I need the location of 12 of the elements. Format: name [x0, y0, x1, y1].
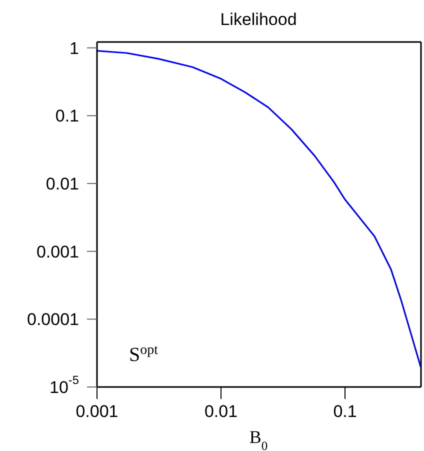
chart-title: Likelihood	[220, 10, 297, 29]
y-tick-label: 0.0001	[27, 310, 79, 329]
y-tick-label: 0.001	[36, 242, 79, 261]
x-tick-label: 0.1	[333, 402, 357, 421]
y-tick-label: 10$^{-5}$	[50, 373, 80, 396]
x-tick-label: 0.001	[76, 402, 118, 421]
y-tick-label: 0.01	[46, 174, 79, 194]
x-tick-label: 0.01	[204, 402, 238, 421]
x-axis-title: B$_{0}$	[249, 427, 268, 451]
annotation: S$^{opt}$	[129, 342, 158, 366]
y-tick-label: 0.1	[55, 106, 79, 126]
y-tick-label: 1	[70, 38, 79, 58]
